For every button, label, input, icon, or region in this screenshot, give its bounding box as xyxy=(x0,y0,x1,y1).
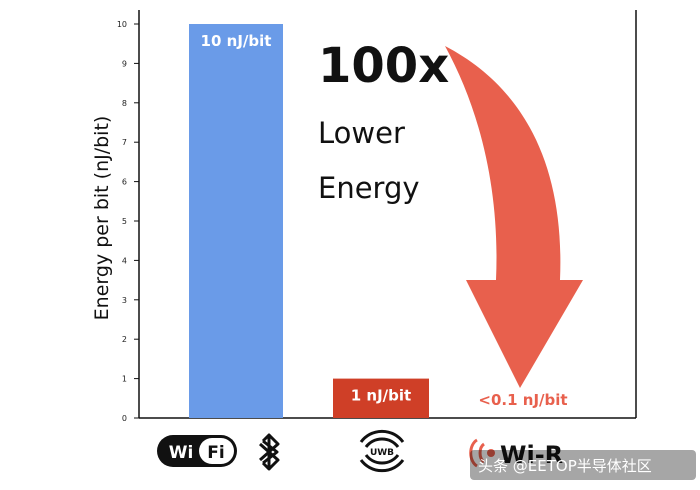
uwb-logo: UWB xyxy=(359,429,405,473)
bar-uwb xyxy=(333,378,429,418)
y-tick-label-6: 6 xyxy=(122,178,127,187)
svg-text:头条 @EETOP半导体社区: 头条 @EETOP半导体社区 xyxy=(478,457,652,475)
y-tick-label-8: 8 xyxy=(122,99,127,108)
bluetooth-icon xyxy=(259,433,280,471)
curved-arrow xyxy=(445,46,583,388)
y-tick-label-7: 7 xyxy=(122,138,127,147)
y-tick-label-1: 1 xyxy=(122,375,127,384)
data-label-wifi: 10 nJ/bit xyxy=(201,32,272,50)
svg-text:Wi: Wi xyxy=(169,443,194,463)
y-tick-label-10: 10 xyxy=(117,20,127,29)
y-axis-label: Energy per bit (nJ/bit) xyxy=(91,116,113,321)
y-tick-label-2: 2 xyxy=(122,335,127,344)
annotation-headline: 100x xyxy=(318,38,449,94)
svg-text:UWB: UWB xyxy=(370,448,394,458)
y-tick-label-3: 3 xyxy=(122,296,127,305)
wifi-logo: Wi Fi xyxy=(157,435,237,467)
annotation-line1: Lower xyxy=(318,116,405,150)
y-tick-label-5: 5 xyxy=(122,217,127,226)
y-tick-label-4: 4 xyxy=(122,256,127,265)
svg-text:Fi: Fi xyxy=(207,443,224,463)
data-label-wir: <0.1 nJ/bit xyxy=(478,391,567,409)
bar-wifi xyxy=(189,24,283,418)
data-label-uwb: 1 nJ/bit xyxy=(351,387,411,405)
y-axis-ticks: 0 1 2 3 4 5 6 7 8 9 10 xyxy=(117,20,139,423)
watermark: 头条 @EETOP半导体社区 xyxy=(470,450,696,480)
y-tick-label-0: 0 xyxy=(122,414,127,423)
y-tick-label-9: 9 xyxy=(122,59,127,68)
annotation-line2: Energy xyxy=(318,171,420,205)
svg-text:Wi-R: Wi-R xyxy=(500,441,563,469)
wir-logo: Wi-R xyxy=(469,438,563,469)
